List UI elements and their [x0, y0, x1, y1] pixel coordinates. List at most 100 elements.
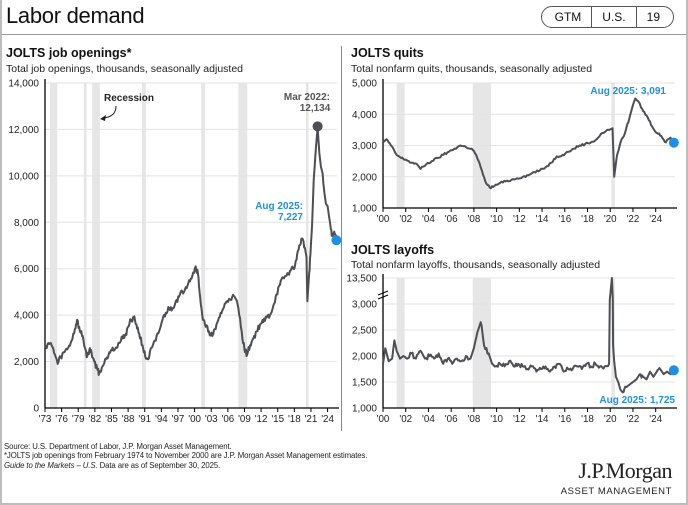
recession-legend-label: Recession [104, 93, 154, 104]
layoffs-xtick-label: '14 [536, 414, 549, 425]
layoffs-ytick-label: 1,500 [352, 378, 377, 389]
layoffs-xtick-label: '06 [445, 414, 458, 425]
footnotes: Source: U.S. Department of Labor, J.P. M… [4, 442, 368, 470]
openings-recession-bar [92, 83, 100, 408]
badge-page-number: 19 [635, 7, 673, 27]
openings-xtick-label: '21 [305, 414, 318, 425]
openings-xtick-label: '18 [288, 414, 301, 425]
openings-latest-label: Aug 2025: [255, 201, 303, 212]
openings-xtick-label: '15 [271, 414, 284, 425]
openings-ytick-label: 10,000 [8, 171, 39, 182]
quits-xtick-label: '00 [377, 214, 390, 225]
openings-latest-point [331, 235, 342, 246]
page-badge: GTM U.S. 19 [540, 6, 674, 28]
quits-xtick-label: '08 [468, 214, 481, 225]
openings-subtitle: Total job openings, thousands, seasonall… [6, 63, 243, 75]
openings-xtick-label: '03 [205, 414, 218, 425]
layoffs-xtick-label: '16 [558, 414, 571, 425]
openings-ytick-label: 14,000 [8, 79, 39, 90]
layoffs-recession-bar [472, 278, 491, 408]
openings-peak-label: Mar 2022: [284, 92, 330, 103]
openings-ytick-label: 12,000 [8, 125, 39, 136]
layoffs-xtick-label: '12 [513, 414, 526, 425]
openings-xtick-label: '94 [155, 414, 168, 425]
quits-ytick-label: 4,000 [352, 110, 377, 121]
openings-recession-bar [238, 83, 248, 408]
quits-subtitle: Total nonfarm quits, thousands, seasonal… [351, 63, 593, 75]
layoffs-ytick-label: 2,500 [352, 326, 377, 337]
quits-xtick-label: '06 [445, 214, 458, 225]
quits-ytick-label: 2,000 [352, 172, 377, 183]
quits-latest-point [668, 137, 679, 148]
layoffs-xtick-label: '22 [627, 414, 640, 425]
quits-xtick-label: '02 [399, 214, 412, 225]
quits-xtick-label: '14 [536, 214, 549, 225]
layoffs-xtick-label: '10 [490, 414, 503, 425]
openings-ytick-label: 6,000 [14, 264, 39, 275]
openings-xtick-label: '88 [122, 414, 135, 425]
footnote-guide-title: Guide to the Markets – U.S. [4, 460, 98, 470]
openings-xtick-label: '76 [55, 414, 68, 425]
openings-xtick-label: '06 [221, 414, 234, 425]
footnote-guide-date: Data are as of September 30, 2025. [97, 460, 221, 470]
openings-xtick-label: '12 [255, 414, 268, 425]
quits-xtick-label: '16 [558, 214, 571, 225]
axis-break-mark [377, 290, 389, 296]
quits-latest-label: Aug 2025: 3,091 [590, 86, 666, 97]
layoffs-xtick-label: '18 [581, 414, 594, 425]
footnote-estimates: *JOLTS job openings from February 1974 t… [4, 451, 368, 461]
openings-chart [44, 79, 342, 412]
quits-ytick-label: 5,000 [352, 79, 377, 90]
quits-xtick-label: '04 [422, 214, 435, 225]
quits-chart [382, 79, 679, 212]
jpmorgan-logo-subtitle: ASSET MANAGEMENT [560, 486, 672, 497]
openings-xtick-label: '91 [138, 414, 151, 425]
jpmorgan-logo: J.P.Morgan [578, 458, 672, 483]
quits-series-line [382, 97, 675, 190]
openings-xtick-label: '79 [72, 414, 85, 425]
quits-xtick-label: '20 [604, 214, 617, 225]
layoffs-title: JOLTS layoffs [351, 243, 435, 257]
quits-xtick-label: '24 [649, 214, 662, 225]
openings-latest-value: 7,227 [278, 212, 303, 223]
layoffs-ytick-label: 1,000 [352, 404, 377, 415]
openings-xtick-label: '09 [238, 414, 251, 425]
header-divider [2, 34, 686, 35]
openings-xtick-label: '82 [88, 414, 101, 425]
page-title: Labor demand [6, 3, 145, 28]
layoffs-xtick-label: '00 [377, 414, 390, 425]
quits-xtick-label: '22 [627, 214, 640, 225]
openings-recession-bar [49, 83, 58, 408]
layoffs-series-line [382, 277, 675, 394]
openings-ytick-label: 0 [33, 404, 39, 415]
quits-ytick-label: 1,000 [352, 204, 377, 215]
openings-recession-bar [201, 83, 206, 408]
layoffs-subtitle: Total nonfarm layoffs, thousands, season… [351, 259, 601, 271]
openings-xtick-label: '00 [188, 414, 201, 425]
openings-peak-value: 12,134 [300, 103, 331, 114]
openings-ytick-label: 4,000 [14, 311, 39, 322]
panel-divider [341, 46, 342, 431]
layoffs-latest-label: Aug 2025: 1,725 [599, 395, 675, 406]
layoffs-ytick-label: 2,000 [352, 352, 377, 363]
quits-xtick-label: '10 [490, 214, 503, 225]
layoffs-recession-bar [396, 278, 405, 408]
quits-xtick-label: '18 [581, 214, 594, 225]
badge-region: U.S. [591, 7, 635, 27]
quits-xtick-label: '12 [513, 214, 526, 225]
layoffs-xtick-label: '20 [604, 414, 617, 425]
openings-ytick-label: 8,000 [14, 218, 39, 229]
recession-legend-arrow [103, 105, 117, 119]
openings-xtick-label: '73 [39, 414, 52, 425]
recession-legend-arrowhead [100, 115, 106, 121]
openings-recession-bar [83, 83, 87, 408]
openings-recession-bar [305, 83, 309, 408]
openings-xtick-label: '85 [105, 414, 118, 425]
layoffs-chart [377, 274, 679, 412]
layoffs-xtick-label: '02 [399, 414, 412, 425]
openings-title: JOLTS job openings* [6, 46, 132, 60]
badge-gtm: GTM [554, 10, 582, 24]
openings-series-line [44, 125, 338, 376]
